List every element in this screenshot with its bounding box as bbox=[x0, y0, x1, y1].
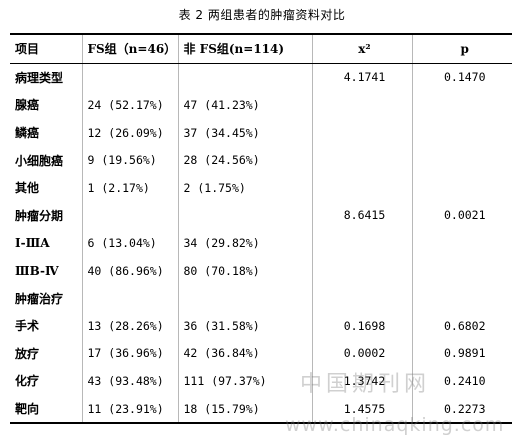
fs-group-value: 11 (23.91%) bbox=[81, 394, 179, 425]
table-row: 放疗 17 (36.96%) 42 (36.84%) 0.0002 0.9891 bbox=[10, 339, 512, 368]
table-header-row: 项目 FS组（n=46） 非 FS组(n=114) x² p bbox=[10, 32, 512, 64]
chi-square-value: 0.1698 bbox=[311, 311, 413, 340]
row-label: 靶向 bbox=[10, 394, 83, 425]
chi-square-value: 1.4575 bbox=[311, 394, 413, 425]
chi-square-value bbox=[311, 146, 413, 174]
non-fs-group-value: 42 (36.84%) bbox=[177, 339, 313, 368]
fs-group-value: 24 (52.17%) bbox=[81, 91, 179, 119]
fs-group-value bbox=[81, 284, 179, 312]
table-row: ⅢB-Ⅳ 40 (86.96%) 80 (70.18%) bbox=[10, 256, 512, 285]
table-body: 病理类型 4.1741 0.1470 腺癌 24 (52.17%) 47 (41.23%)… bbox=[10, 63, 512, 425]
row-label: 其他 bbox=[10, 173, 83, 202]
p-value: 0.9891 bbox=[411, 339, 512, 368]
p-value bbox=[411, 256, 512, 285]
non-fs-group-value: 37 (34.45%) bbox=[177, 118, 313, 147]
column-header-item: 项目 bbox=[10, 32, 83, 64]
p-value bbox=[411, 173, 512, 202]
non-fs-group-value: 80 (70.18%) bbox=[177, 256, 313, 285]
non-fs-group-value bbox=[177, 201, 313, 230]
table-row: 鳞癌 12 (26.09%) 37 (34.45%) bbox=[10, 118, 512, 147]
row-label: 放疗 bbox=[10, 339, 83, 368]
p-value: 0.2410 bbox=[411, 367, 512, 395]
table-row: 靶向 11 (23.91%) 18 (15.79%) 1.4575 0.2273 bbox=[10, 394, 512, 425]
row-label: 手术 bbox=[10, 311, 83, 340]
table-row: 病理类型 4.1741 0.1470 bbox=[10, 63, 512, 92]
fs-group-value bbox=[81, 201, 179, 230]
p-value: 0.2273 bbox=[411, 394, 512, 425]
table-row: 肿瘤治疗 bbox=[10, 284, 512, 312]
fs-group-value bbox=[81, 63, 179, 92]
fs-group-value: 43 (93.48%) bbox=[81, 367, 179, 395]
fs-group-value: 12 (26.09%) bbox=[81, 118, 179, 147]
row-label: ⅢB-Ⅳ bbox=[10, 256, 83, 285]
row-label: 肿瘤治疗 bbox=[10, 284, 83, 312]
table-row: 腺癌 24 (52.17%) 47 (41.23%) bbox=[10, 91, 512, 119]
row-label: 化疗 bbox=[10, 367, 83, 395]
table-row: 小细胞癌 9 (19.56%) 28 (24.56%) bbox=[10, 146, 512, 174]
p-value bbox=[411, 229, 512, 257]
row-label: 鳞癌 bbox=[10, 118, 83, 147]
chi-square-value: 4.1741 bbox=[311, 63, 413, 92]
column-header-non-fs-group: 非 FS组(n=114) bbox=[177, 32, 313, 64]
non-fs-group-value: 34 (29.82%) bbox=[177, 229, 313, 257]
table-row: 肿瘤分期 8.6415 0.0021 bbox=[10, 201, 512, 230]
chi-square-value bbox=[311, 91, 413, 119]
row-label: 肿瘤分期 bbox=[10, 201, 83, 230]
chi-square-value: 8.6415 bbox=[311, 201, 413, 230]
table-row: 化疗 43 (93.48%) 111 (97.37%) 1.3742 0.2410 bbox=[10, 367, 512, 395]
table-row: Ⅰ-ⅢA 6 (13.04%) 34 (29.82%) bbox=[10, 229, 512, 257]
p-value bbox=[411, 284, 512, 312]
p-value bbox=[411, 118, 512, 147]
non-fs-group-value: 18 (15.79%) bbox=[177, 394, 313, 425]
fs-group-value: 1 (2.17%) bbox=[81, 173, 179, 202]
fs-group-value: 6 (13.04%) bbox=[81, 229, 179, 257]
comparison-table: 项目 FS组（n=46） 非 FS组(n=114) x² p 病理类型 4.174… bbox=[10, 32, 512, 425]
non-fs-group-value: 28 (24.56%) bbox=[177, 146, 313, 174]
chi-square-value bbox=[311, 118, 413, 147]
chi-square-value: 0.0002 bbox=[311, 339, 413, 368]
chi-square-value bbox=[311, 256, 413, 285]
p-value bbox=[411, 146, 512, 174]
row-label: 腺癌 bbox=[10, 91, 83, 119]
p-value: 0.1470 bbox=[411, 63, 512, 92]
non-fs-group-value: 36 (31.58%) bbox=[177, 311, 313, 340]
fs-group-value: 17 (36.96%) bbox=[81, 339, 179, 368]
non-fs-group-value: 111 (97.37%) bbox=[177, 367, 313, 395]
fs-group-value: 9 (19.56%) bbox=[81, 146, 179, 174]
fs-group-value: 13 (28.26%) bbox=[81, 311, 179, 340]
column-header-fs-group: FS组（n=46） bbox=[81, 32, 179, 64]
chi-square-value bbox=[311, 229, 413, 257]
chi-square-value: 1.3742 bbox=[311, 367, 413, 395]
table-row: 手术 13 (28.26%) 36 (31.58%) 0.1698 0.6802 bbox=[10, 311, 512, 340]
non-fs-group-value bbox=[177, 63, 313, 92]
table-row: 其他 1 (2.17%) 2 (1.75%) bbox=[10, 173, 512, 202]
row-label: Ⅰ-ⅢA bbox=[10, 229, 83, 257]
p-value: 0.0021 bbox=[411, 201, 512, 230]
chi-square-value bbox=[311, 284, 413, 312]
column-header-chi-square: x² bbox=[311, 32, 413, 64]
non-fs-group-value bbox=[177, 284, 313, 312]
table-caption: 表 2 两组患者的肿瘤资料对比 bbox=[178, 8, 346, 22]
column-header-p-value: p bbox=[411, 32, 512, 64]
row-label: 小细胞癌 bbox=[10, 146, 83, 174]
non-fs-group-value: 2 (1.75%) bbox=[177, 173, 313, 202]
non-fs-group-value: 47 (41.23%) bbox=[177, 91, 313, 119]
row-label: 病理类型 bbox=[10, 63, 83, 92]
p-value bbox=[411, 91, 512, 119]
p-value: 0.6802 bbox=[411, 311, 512, 340]
fs-group-value: 40 (86.96%) bbox=[81, 256, 179, 285]
chi-square-value bbox=[311, 173, 413, 202]
